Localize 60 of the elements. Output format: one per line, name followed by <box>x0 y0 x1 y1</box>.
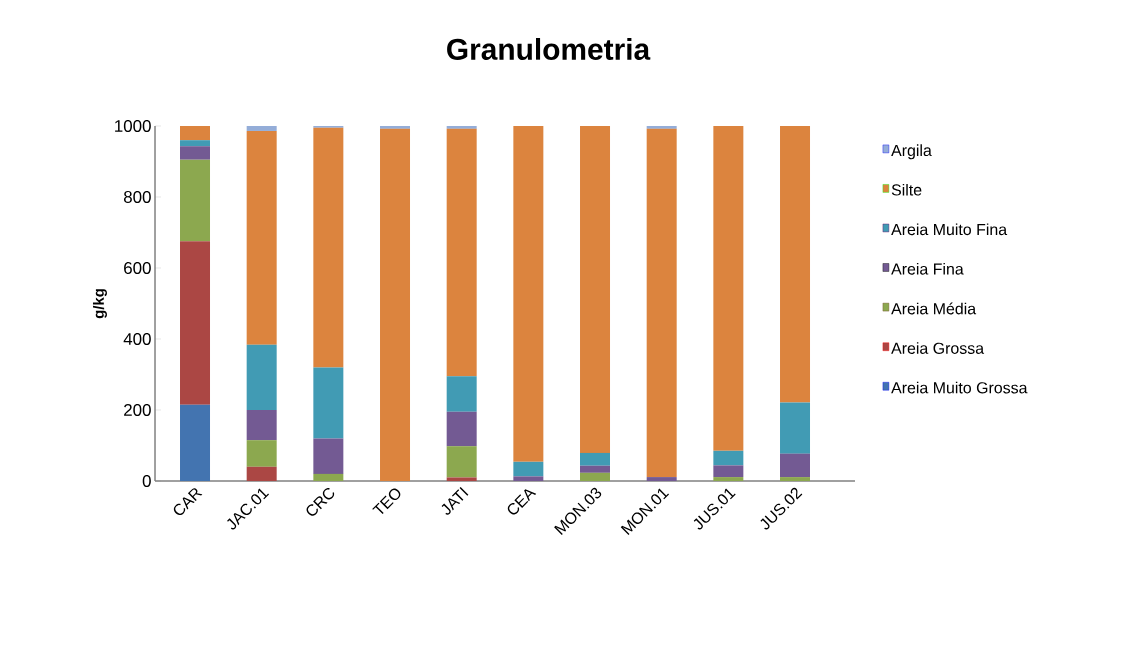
bar <box>380 128 411 481</box>
bar <box>313 367 344 439</box>
chart-title: Granulometria <box>447 38 651 60</box>
bar <box>646 477 677 481</box>
bar <box>180 140 211 147</box>
bar <box>180 125 211 141</box>
legend-label: Areia Média <box>891 302 977 315</box>
bar <box>580 452 611 466</box>
bar <box>646 128 677 478</box>
bar <box>713 450 744 466</box>
legend-label: Argila <box>891 144 932 160</box>
y-tick-label: 400 <box>123 332 151 345</box>
bar <box>446 477 477 481</box>
bar <box>713 465 744 478</box>
x-tick-label: CEA <box>507 489 537 515</box>
bar <box>513 476 544 481</box>
legend-label: Areia Fina <box>891 262 964 275</box>
bar <box>646 125 677 129</box>
bar <box>246 130 277 345</box>
bar <box>313 473 344 481</box>
bar <box>513 125 544 462</box>
bar <box>180 146 211 160</box>
y-axis-title: g/kg <box>92 289 107 319</box>
y-tick-label: 1000 <box>115 119 151 132</box>
bar <box>446 411 477 447</box>
bar <box>446 446 477 478</box>
bar <box>513 461 544 477</box>
bar <box>446 125 477 129</box>
bar <box>780 477 811 481</box>
y-tick-label: 0 <box>142 474 151 487</box>
bar <box>180 404 211 481</box>
bar <box>246 466 277 481</box>
y-tick-label: 800 <box>123 190 151 203</box>
x-tick-label: CAR <box>173 488 203 516</box>
legend-label: Areia Muito Fina <box>891 223 1008 236</box>
bar <box>380 125 411 129</box>
bar <box>580 125 611 453</box>
bar <box>180 159 211 242</box>
bar <box>246 440 277 467</box>
y-tick-label: 600 <box>124 261 151 274</box>
bar <box>780 402 811 454</box>
bar <box>446 128 477 377</box>
bar <box>246 344 277 410</box>
bar <box>713 477 744 481</box>
bar <box>180 241 211 405</box>
bar <box>246 125 277 131</box>
legend-label: Areia Grossa <box>891 342 985 354</box>
bar <box>780 125 811 403</box>
y-tick-label: 200 <box>124 403 151 416</box>
bar <box>313 438 344 474</box>
bar <box>713 125 744 451</box>
legend-label: Silte <box>891 183 922 196</box>
bar <box>780 453 811 478</box>
bar <box>580 472 611 481</box>
bar <box>313 127 344 368</box>
x-tick-label: TEO <box>372 488 401 515</box>
bar <box>446 376 477 412</box>
legend-label: Areia Muito Grossa <box>891 381 1028 394</box>
bar <box>246 409 277 441</box>
bar <box>580 465 611 473</box>
